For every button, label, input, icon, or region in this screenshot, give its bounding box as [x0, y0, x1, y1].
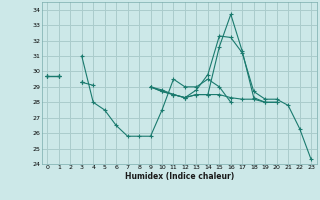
X-axis label: Humidex (Indice chaleur): Humidex (Indice chaleur): [124, 172, 234, 181]
